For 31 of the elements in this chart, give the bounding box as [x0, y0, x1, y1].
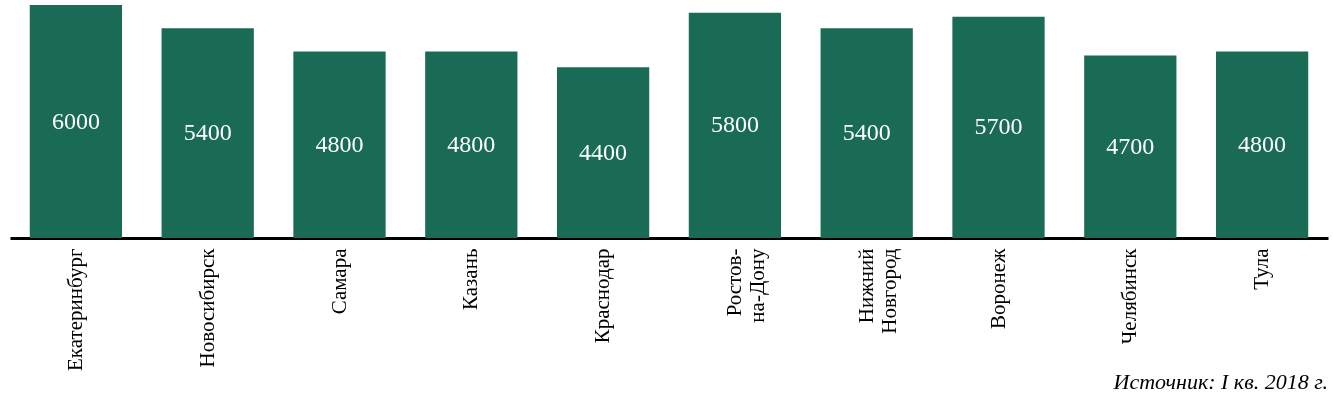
- data-label: 5400: [183, 119, 232, 146]
- x-tick-label: Нижний Новгород: [853, 248, 901, 334]
- x-tick-label: Челябинск: [1117, 247, 1142, 345]
- data-label: 5700: [974, 113, 1023, 140]
- x-tick-label: Ростов- на-Дону: [721, 248, 769, 323]
- data-label: 4800: [1238, 130, 1287, 157]
- data-label: 4700: [1106, 132, 1155, 159]
- bar: [293, 51, 386, 238]
- bar: [29, 5, 123, 238]
- bar: [1084, 55, 1177, 238]
- data-label: 4800: [315, 130, 364, 157]
- data-label: 5800: [710, 111, 759, 138]
- x-tick-label: Тула: [1249, 247, 1274, 290]
- data-label: 4400: [579, 138, 628, 165]
- x-tick-label: Екатеринбург: [62, 248, 87, 371]
- bar: [820, 28, 913, 238]
- bar: [161, 28, 254, 238]
- x-tick-label: Краснодар: [590, 248, 615, 344]
- bar: [688, 12, 782, 238]
- bar: [556, 67, 650, 238]
- text: Источник: I кв. 2018 г.: [1112, 369, 1328, 395]
- data-label: 5400: [842, 119, 891, 146]
- data-label: 6000: [51, 107, 100, 134]
- x-tick-label: Новосибирск: [194, 247, 219, 368]
- bar: [1215, 51, 1309, 238]
- x-tick-label: Самара: [326, 247, 351, 315]
- data-label: 4800: [447, 130, 496, 157]
- x-tick-label: Воронеж: [985, 248, 1010, 330]
- bar: [952, 16, 1045, 238]
- x-tick-label: Казань: [458, 248, 483, 310]
- bar: [425, 51, 518, 238]
